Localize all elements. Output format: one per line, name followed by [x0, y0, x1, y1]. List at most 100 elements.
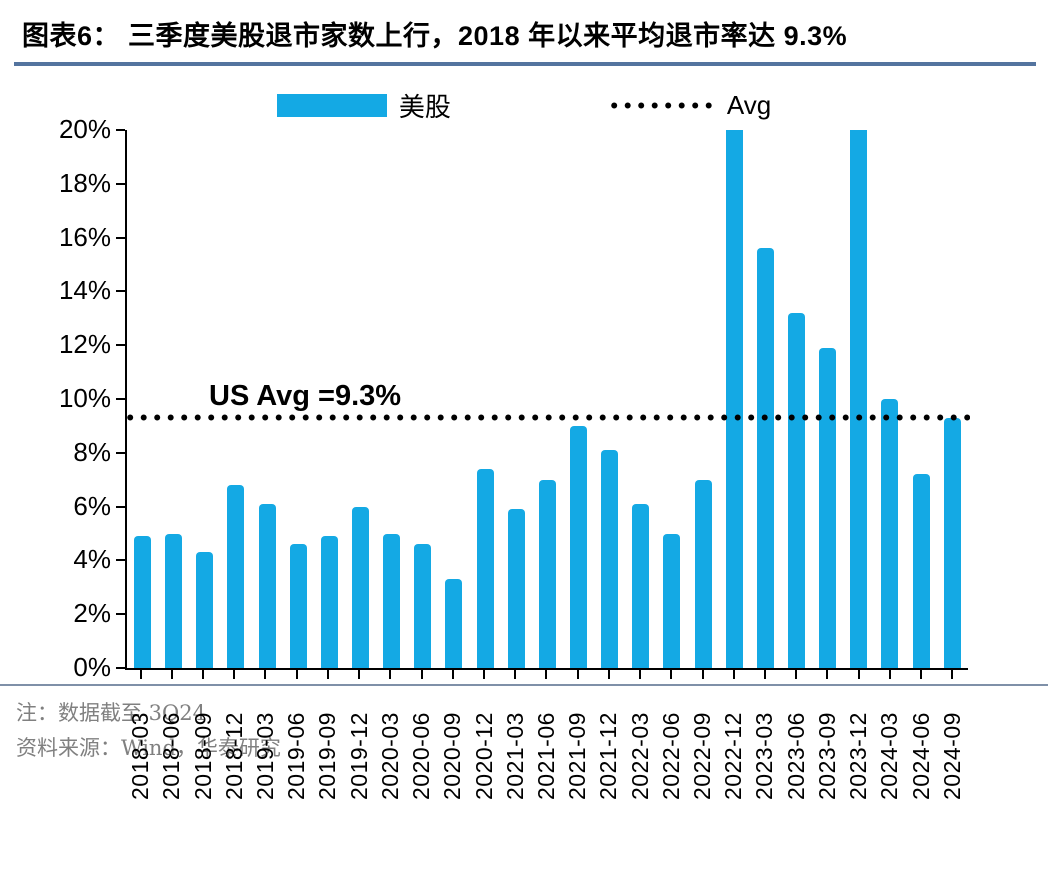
x-axis-label: 2021-09	[564, 712, 591, 800]
x-axis-tick	[483, 670, 486, 679]
x-axis-label: 2021-03	[501, 712, 528, 800]
x-axis-tick	[763, 670, 766, 679]
bar-2020-09	[445, 579, 463, 668]
bar-slot	[532, 130, 563, 668]
bar-slot	[719, 130, 750, 668]
y-axis-tick	[116, 182, 125, 185]
x-axis-label: 2019-03	[251, 712, 278, 800]
bar-slot	[563, 130, 594, 668]
x-axis-tick	[826, 670, 829, 679]
chart-legend: 美股 Avg	[0, 90, 1048, 122]
x-axis-label: 2023-12	[845, 712, 872, 800]
x-slot: 2022-12	[718, 670, 749, 800]
bar-slot	[874, 130, 905, 668]
bar-slot	[812, 130, 843, 668]
x-axis-tick	[888, 670, 891, 679]
bar-2022-03	[632, 503, 650, 668]
bar-2024-03	[881, 399, 899, 668]
x-axis-tick	[732, 670, 735, 679]
x-slot: 2021-12	[593, 670, 624, 800]
bar-slot	[127, 130, 158, 668]
chart-area: US Avg =9.3% 0% 2% 4% 6% 8% 10% 12% 14% 16% 18% 20…	[59, 116, 970, 800]
y-axis-label: 16%	[58, 221, 111, 252]
x-axis-tick	[170, 670, 173, 679]
y-axis-tick	[116, 613, 125, 616]
x-slot: 2020-12	[468, 670, 499, 800]
bar-slot	[781, 130, 812, 668]
x-axis-tick	[607, 670, 610, 679]
x-axis-label: 2023-03	[751, 712, 778, 800]
x-slot: 2024-03	[874, 670, 905, 800]
x-axis-label: 2020-03	[376, 712, 403, 800]
bar-slot	[407, 130, 438, 668]
y-axis-tick	[116, 290, 125, 293]
x-axis-tick	[857, 670, 860, 679]
x-axis-tick	[295, 670, 298, 679]
bar-2019-06	[289, 544, 307, 668]
dotted-line-swatch	[610, 101, 715, 109]
bar-series	[127, 130, 968, 668]
legend-item-avg: Avg	[610, 90, 771, 121]
x-axis-label: 2018-09	[189, 712, 216, 800]
x-slot: 2018-06	[156, 670, 187, 800]
x-axis-tick	[951, 670, 954, 679]
x-slot: 2019-09	[312, 670, 343, 800]
bar-slot	[688, 130, 719, 668]
x-axis-tick	[545, 670, 548, 679]
x-axis-label: 2020-06	[408, 712, 435, 800]
bar-2019-12	[352, 506, 370, 668]
bar-slot	[158, 130, 189, 668]
x-slot: 2019-12	[344, 670, 375, 800]
bar-2023-09	[819, 347, 837, 668]
x-axis-tick	[514, 670, 517, 679]
x-slot: 2023-09	[812, 670, 843, 800]
x-axis-label: 2022-12	[720, 712, 747, 800]
bar-slot	[625, 130, 656, 668]
y-axis-tick	[116, 129, 125, 131]
x-slot: 2024-09	[937, 670, 968, 800]
x-axis-label: 2018-12	[220, 712, 247, 800]
bar-slot	[314, 130, 345, 668]
x-axis-label: 2022-03	[626, 712, 653, 800]
x-slot: 2023-03	[749, 670, 780, 800]
plot-area: US Avg =9.3% 0% 2% 4% 6% 8% 10% 12% 14% 16% 18% 20…	[59, 116, 970, 680]
x-axis-label: 2019-06	[283, 712, 310, 800]
y-axis-label: 14%	[58, 275, 111, 306]
x-slot: 2020-06	[406, 670, 437, 800]
bar-2022-06	[663, 533, 681, 668]
x-axis-label: 2022-06	[657, 712, 684, 800]
y-axis-label: 8%	[73, 436, 111, 467]
x-axis-tick	[451, 670, 454, 679]
footer-source: 资料来源：Wind，华泰研究	[16, 735, 281, 760]
bar-2023-06	[788, 312, 806, 668]
x-axis-label: 2019-12	[345, 712, 372, 800]
bar-2023-03	[756, 248, 774, 668]
x-slot: 2024-06	[905, 670, 936, 800]
x-axis-label: 2024-03	[876, 712, 903, 800]
x-axis-label: 2018-06	[158, 712, 185, 800]
bar-2022-12	[725, 130, 743, 668]
bar-slot	[345, 130, 376, 668]
y-axis-tick	[116, 559, 125, 562]
bar-2018-03	[134, 536, 152, 668]
y-axis-tick	[116, 236, 125, 239]
bar-slot	[501, 130, 532, 668]
footer-note: 注：数据截至 3Q24	[16, 701, 206, 725]
x-slot: 2020-09	[437, 670, 468, 800]
footer: 注：数据截至 3Q24 资料来源：Wind，华泰研究	[0, 684, 1048, 765]
y-axis-tick	[116, 451, 125, 454]
x-axis-label: 2021-06	[532, 712, 559, 800]
x-axis-tick	[920, 670, 923, 679]
bar-slot	[750, 130, 781, 668]
x-axis-tick	[264, 670, 267, 679]
y-axis-tick	[116, 398, 125, 400]
x-axis-labels: 2018-03 2018-06 2018-09 2018-12 2019-03 2019-…	[125, 670, 968, 800]
bar-2021-09	[570, 425, 588, 668]
y-axis-label: 4%	[73, 544, 111, 575]
bar-slot	[376, 130, 407, 668]
y-axis-label: 12%	[58, 329, 111, 360]
bar-2021-12	[601, 450, 619, 668]
x-axis-tick	[670, 670, 673, 679]
y-axis-label: 2%	[73, 598, 111, 629]
